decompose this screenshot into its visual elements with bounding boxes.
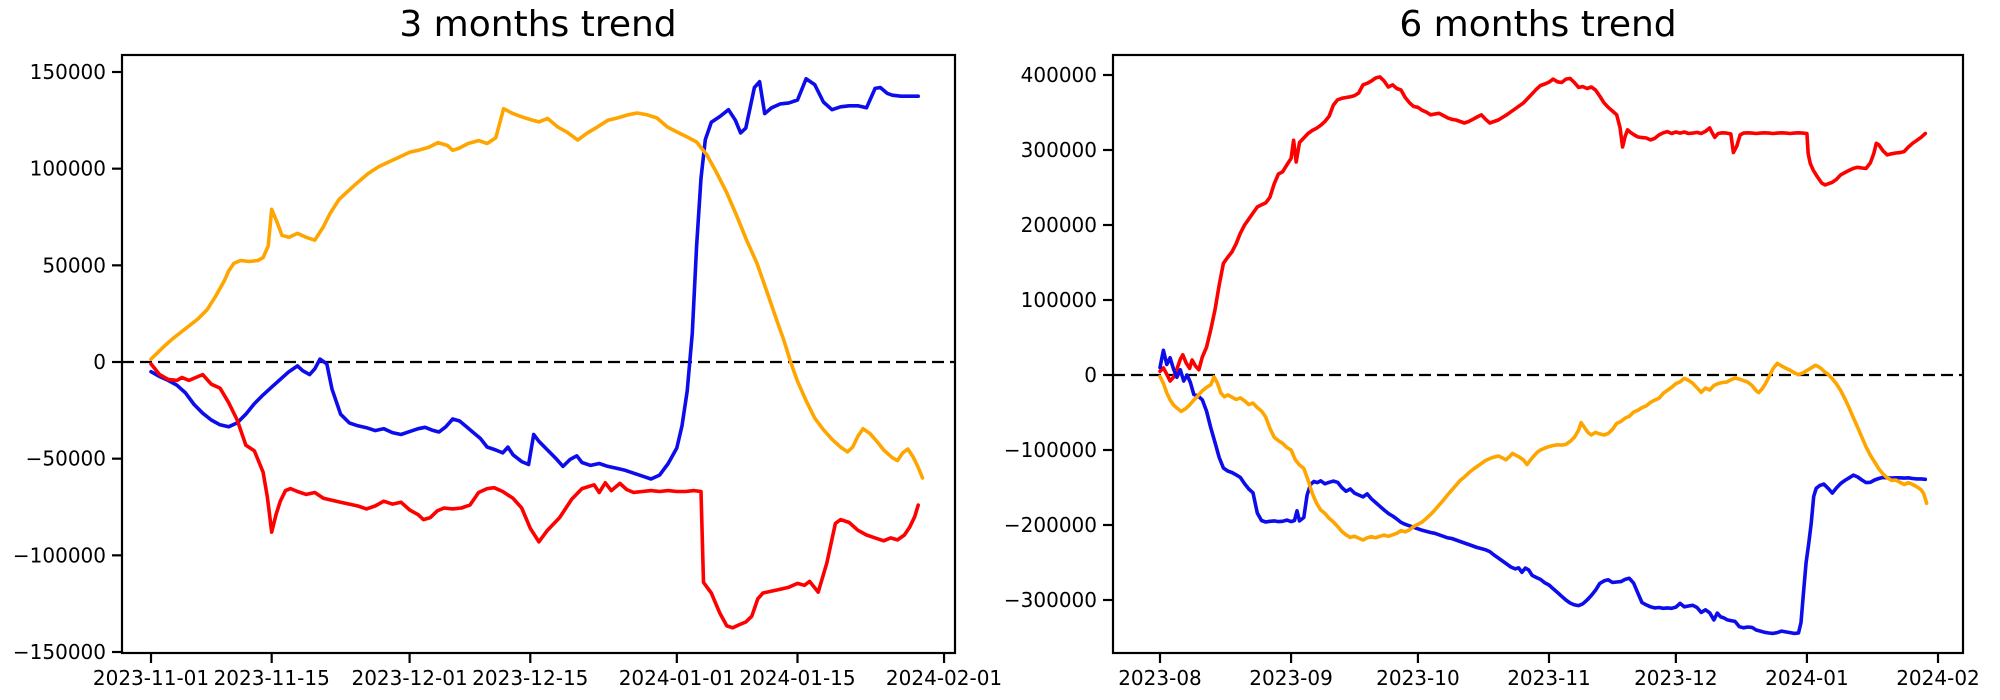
- y-tick-label: −100000: [13, 543, 106, 567]
- y-tick-label: −300000: [1004, 588, 1097, 612]
- y-tick-label: 0: [1084, 363, 1097, 387]
- series-line-blue: [149, 77, 921, 481]
- chart-title-6-months: 6 months trend: [1399, 4, 1677, 45]
- x-tick-label: 2023-09: [1249, 666, 1333, 690]
- x-tick-label: 2023-11: [1507, 666, 1591, 690]
- x-tick-label: 2023-12: [1634, 666, 1718, 690]
- y-tick-label: 50000: [42, 253, 106, 277]
- y-tick-label: −200000: [1004, 513, 1097, 537]
- series-line-red: [149, 362, 921, 630]
- y-tick-label: 100000: [1021, 288, 1097, 312]
- x-tick-label: 2024-01-15: [739, 666, 855, 690]
- chart-title-3-months: 3 months trend: [399, 4, 677, 45]
- plot-border: [120, 53, 957, 655]
- x-tick-label: 2023-10: [1376, 666, 1460, 690]
- y-tick-label: 300000: [1021, 138, 1097, 162]
- x-tick-label: 2024-02-01: [886, 666, 1002, 690]
- y-tick-label: 100000: [30, 157, 106, 181]
- y-tick-label: −150000: [13, 640, 106, 664]
- x-tick-label: 2023-12-01: [351, 666, 467, 690]
- series-line-orange: [149, 106, 925, 480]
- y-tick-label: 0: [93, 350, 106, 374]
- series-line-orange: [1158, 361, 1929, 542]
- y-tick-label: 400000: [1021, 63, 1097, 87]
- x-tick-label: 2023-12-15: [472, 666, 588, 690]
- x-tick-label: 2024-02: [1896, 666, 1980, 690]
- x-tick-label: 2023-11-15: [214, 666, 330, 690]
- x-tick-label: 2024-01: [1765, 666, 1849, 690]
- y-tick-label: 200000: [1021, 213, 1097, 237]
- y-tick-label: 150000: [30, 60, 106, 84]
- x-tick-label: 2023-11-01: [93, 666, 209, 690]
- series-line-blue: [1158, 348, 1928, 636]
- plot-border: [1111, 53, 1965, 655]
- series-line-red: [1158, 75, 1928, 383]
- y-tick-label: −100000: [1004, 438, 1097, 462]
- x-tick-label: 2023-08: [1118, 666, 1202, 690]
- y-tick-label: −50000: [26, 447, 106, 471]
- x-tick-label: 2024-01-01: [619, 666, 735, 690]
